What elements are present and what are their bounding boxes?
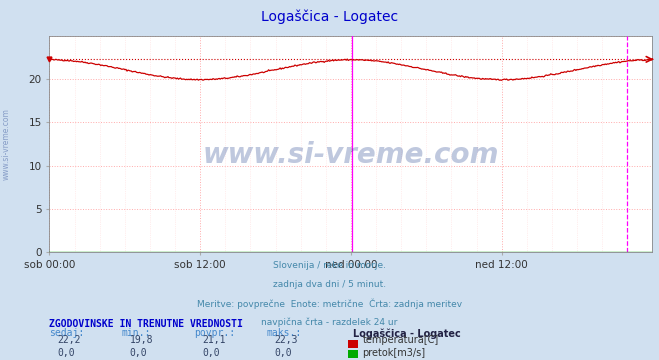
Text: sedaj:: sedaj: — [49, 328, 84, 338]
Text: zadnja dva dni / 5 minut.: zadnja dva dni / 5 minut. — [273, 280, 386, 289]
Text: pretok[m3/s]: pretok[m3/s] — [362, 348, 426, 359]
Text: 19,8: 19,8 — [130, 335, 154, 345]
Text: www.si-vreme.com: www.si-vreme.com — [203, 141, 499, 169]
Text: 0,0: 0,0 — [130, 348, 148, 359]
Text: maks.:: maks.: — [267, 328, 302, 338]
Text: temperatura[C]: temperatura[C] — [362, 335, 439, 345]
Text: povpr.:: povpr.: — [194, 328, 235, 338]
Text: Logaščica - Logatec: Logaščica - Logatec — [353, 328, 461, 339]
Text: 0,0: 0,0 — [275, 348, 293, 359]
Text: www.si-vreme.com: www.si-vreme.com — [2, 108, 11, 180]
Text: 22,2: 22,2 — [57, 335, 81, 345]
Text: Logaščica - Logatec: Logaščica - Logatec — [261, 9, 398, 23]
Text: ZGODOVINSKE IN TRENUTNE VREDNOSTI: ZGODOVINSKE IN TRENUTNE VREDNOSTI — [49, 319, 243, 329]
Text: 21,1: 21,1 — [202, 335, 226, 345]
Text: Slovenija / reke in morje.: Slovenija / reke in morje. — [273, 261, 386, 270]
Text: 0,0: 0,0 — [202, 348, 220, 359]
Text: 22,3: 22,3 — [275, 335, 299, 345]
Text: 0,0: 0,0 — [57, 348, 75, 359]
Text: Meritve: povprečne  Enote: metrične  Črta: zadnja meritev: Meritve: povprečne Enote: metrične Črta:… — [197, 298, 462, 309]
Text: navpična črta - razdelek 24 ur: navpična črta - razdelek 24 ur — [262, 317, 397, 327]
Text: min.:: min.: — [122, 328, 152, 338]
